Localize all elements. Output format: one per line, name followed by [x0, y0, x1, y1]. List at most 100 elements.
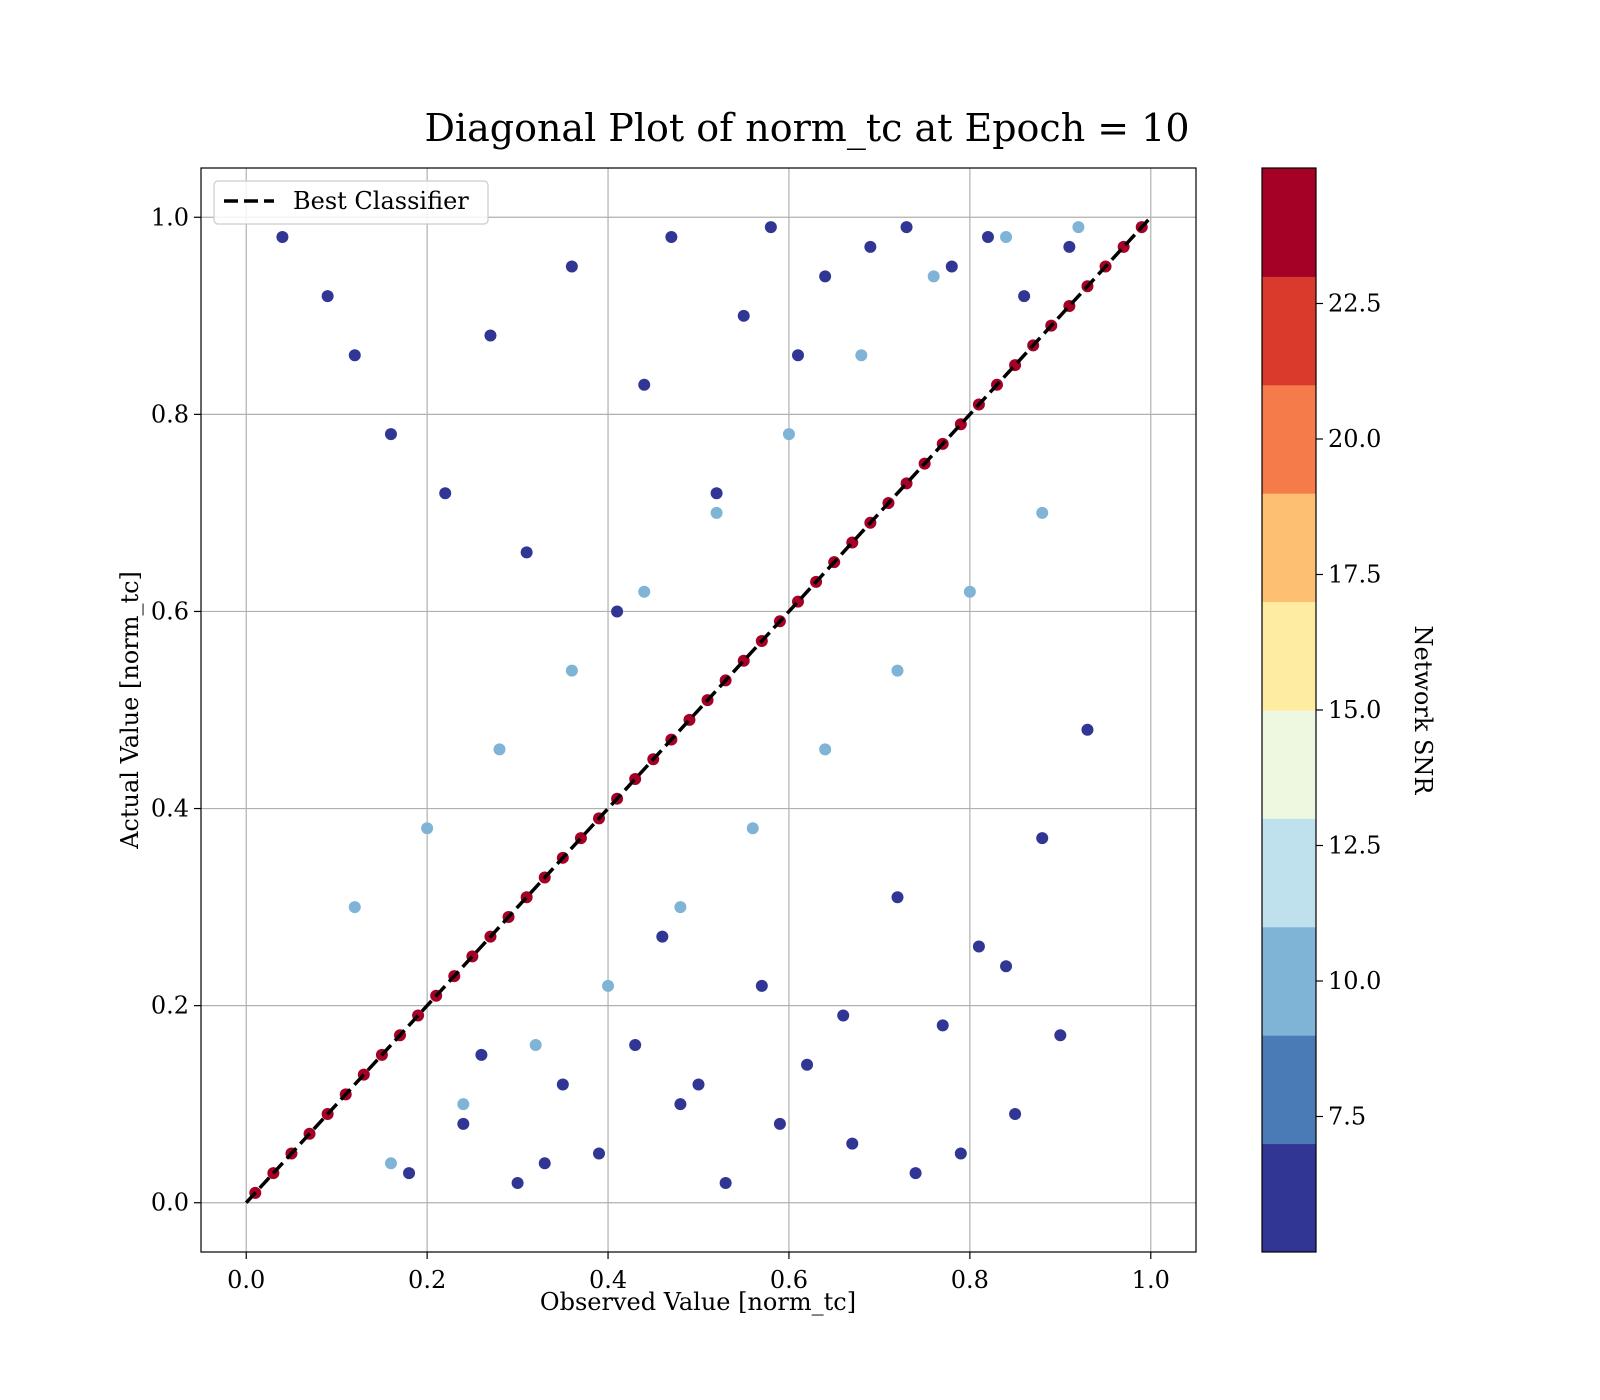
colorbar-tick-label: 17.5 — [1328, 561, 1381, 589]
scatter-point — [773, 1117, 786, 1130]
colorbar-tick-label: 20.0 — [1328, 425, 1381, 453]
scatter-point — [837, 1009, 850, 1022]
y-tick-label: 0.4 — [151, 795, 189, 823]
scatter-point — [638, 378, 651, 391]
colorbar-segment — [1262, 1143, 1316, 1253]
scatter-point — [710, 487, 723, 500]
y-axis-ticks: 0.0 0.2 0.4 0.6 0.8 1.0 — [151, 203, 201, 1217]
y-axis-label: Actual Value [norm_tc] — [116, 571, 144, 850]
scatter-point — [348, 901, 361, 914]
scatter-point — [403, 1167, 416, 1180]
plot-border — [200, 167, 1197, 1253]
chart-title: Diagonal Plot of norm_tc at Epoch = 10 — [424, 106, 1189, 151]
scatter-point — [321, 290, 334, 303]
scatter-point — [891, 664, 904, 677]
scatter-point — [665, 230, 678, 243]
scatter-point — [1081, 723, 1094, 736]
scatter-point — [855, 349, 868, 362]
scatter-point — [801, 1058, 814, 1071]
scatter-point — [384, 428, 397, 441]
scatter-point — [927, 270, 940, 283]
scatter-point — [746, 822, 759, 835]
scatter-point — [538, 1157, 551, 1170]
legend: Best Classifier — [213, 180, 489, 225]
scatter-point — [475, 1048, 488, 1061]
scatter-point — [792, 349, 804, 362]
colorbar-segment — [1262, 384, 1316, 494]
scatter-point — [674, 1098, 687, 1111]
colorbar-tick-label: 7.5 — [1328, 1103, 1366, 1131]
colorbar-ticks: 7.5 10.0 12.5 15.0 17.5 20.0 22.5 — [1316, 290, 1381, 1131]
colorbar-tick-label: 22.5 — [1328, 290, 1381, 318]
scatter-point — [909, 1167, 922, 1180]
scatter-point — [421, 822, 434, 835]
scatter-points — [249, 221, 1148, 1199]
colorbar-segment — [1262, 168, 1316, 277]
colorbar-segment — [1262, 1035, 1316, 1145]
x-tick-label: 0.8 — [951, 1266, 989, 1294]
scatter-point — [611, 605, 624, 618]
scatter-point — [656, 930, 669, 943]
colorbar-segment — [1262, 926, 1316, 1036]
scatter-point — [1000, 960, 1013, 973]
scatter-point — [864, 240, 877, 253]
scatter-point — [520, 546, 533, 559]
scatter-point — [674, 901, 687, 914]
colorbar-segment — [1262, 493, 1316, 603]
y-tick-label: 1.0 — [151, 203, 189, 231]
scatter-point — [1072, 221, 1085, 234]
scatter-point — [1036, 832, 1049, 845]
scatter-point — [529, 1039, 542, 1052]
scatter-point — [764, 221, 777, 234]
colorbar-label: Network SNR — [1409, 626, 1437, 796]
colorbar-segment — [1262, 710, 1316, 819]
y-tick-label: 0.2 — [151, 992, 189, 1020]
scatter-point — [819, 270, 832, 283]
scatter-point — [493, 743, 506, 756]
colorbar-segment — [1262, 601, 1316, 711]
scatter-point — [710, 506, 723, 519]
x-tick-label: 1.0 — [1132, 1266, 1170, 1294]
scatter-point — [593, 1147, 605, 1160]
scatter-point — [819, 743, 832, 756]
scatter-point — [602, 979, 615, 992]
x-tick-label: 0.6 — [770, 1266, 808, 1294]
scatter-point — [963, 585, 976, 598]
colorbar-tick-label: 12.5 — [1328, 832, 1381, 860]
scatter-point — [1063, 240, 1076, 253]
x-tick-label: 0.0 — [227, 1266, 265, 1294]
scatter-point — [276, 230, 289, 243]
scatter-point — [565, 664, 578, 677]
scatter-point — [1036, 506, 1049, 519]
scatter-point — [782, 428, 795, 441]
scatter-point — [1018, 290, 1031, 303]
scatter-point — [846, 1137, 859, 1150]
colorbar — [1262, 168, 1316, 1253]
x-tick-label: 0.4 — [589, 1266, 627, 1294]
scatter-point — [457, 1098, 470, 1111]
x-tick-label: 0.2 — [408, 1266, 446, 1294]
best-classifier-line — [244, 216, 1153, 1204]
y-tick-label: 0.6 — [151, 597, 189, 625]
scatter-point — [1009, 1108, 1022, 1121]
scatter-point — [981, 230, 994, 243]
scatter-point — [511, 1177, 524, 1190]
scatter-point — [945, 260, 958, 273]
scatter-point — [638, 585, 651, 598]
colorbar-segment — [1262, 276, 1316, 386]
scatter-point — [556, 1078, 569, 1091]
legend-entry: Best Classifier — [293, 187, 469, 215]
colorbar-tick-label: 10.0 — [1328, 967, 1381, 995]
scatter-point — [1054, 1029, 1067, 1042]
scatter-point — [737, 309, 750, 322]
scatter-point — [1000, 230, 1013, 243]
x-axis-label: Observed Value [norm_tc] — [540, 1288, 856, 1316]
scatter-point — [954, 1147, 967, 1160]
scatter-point — [565, 260, 578, 273]
legend-box — [213, 180, 489, 225]
scatter-point — [439, 487, 452, 500]
scatter-point — [384, 1157, 397, 1170]
y-tick-label: 0.8 — [151, 400, 189, 428]
scatter-point — [900, 221, 913, 234]
scatter-point — [936, 1019, 949, 1032]
